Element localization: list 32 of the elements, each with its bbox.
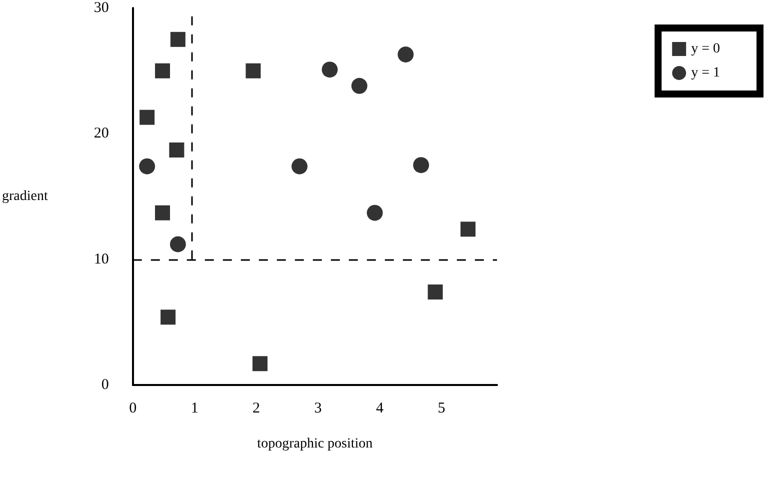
y-tick-label: 20 — [94, 126, 109, 142]
x-tick-label: 2 — [252, 400, 260, 416]
point — [322, 62, 338, 78]
x-tick-label: 5 — [438, 400, 446, 416]
point — [460, 222, 476, 237]
point — [170, 236, 186, 252]
y-tick-label: 0 — [101, 377, 109, 393]
point — [169, 142, 184, 158]
point — [252, 356, 268, 372]
point — [366, 204, 383, 221]
x-tick-label: 4 — [376, 400, 384, 416]
point — [139, 158, 156, 174]
legend-label: y = 1 — [691, 66, 720, 80]
x-tick-label: 1 — [190, 400, 198, 416]
point — [160, 310, 176, 325]
point — [154, 205, 170, 220]
point — [428, 284, 443, 300]
x-tick-label: 0 — [129, 400, 137, 416]
point — [413, 157, 430, 174]
y-axis-title: gradient — [2, 189, 48, 204]
y-tick-label: 30 — [94, 0, 109, 16]
point — [154, 63, 170, 78]
point — [351, 78, 368, 94]
point — [140, 110, 155, 125]
legend-label: y = 0 — [691, 42, 720, 56]
point — [246, 63, 261, 78]
y-tick-label: 10 — [94, 251, 109, 268]
x-tick-label: 3 — [314, 400, 322, 416]
point — [292, 158, 308, 174]
x-axis-title: topographic position — [257, 436, 373, 452]
point — [170, 32, 186, 47]
point — [398, 46, 414, 62]
